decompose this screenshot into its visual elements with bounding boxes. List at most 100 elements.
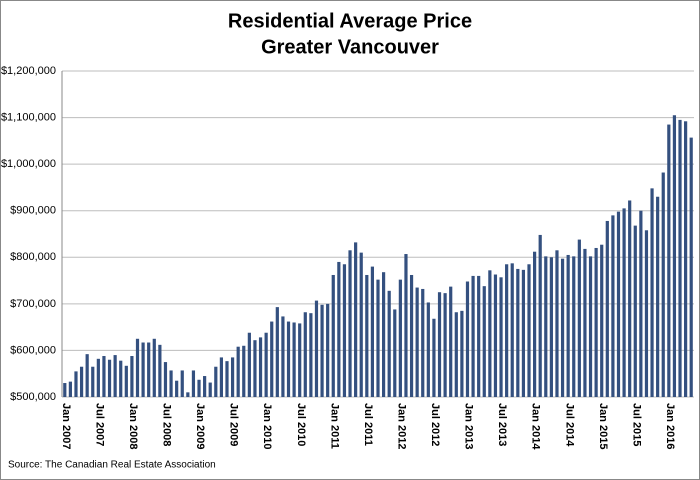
bar <box>370 266 375 397</box>
bar <box>275 307 279 397</box>
bar <box>583 248 587 397</box>
x-tick-label: Jan 2014 <box>530 403 542 450</box>
bar <box>258 337 263 397</box>
bar <box>119 360 123 397</box>
bar <box>622 208 626 397</box>
bar <box>130 356 134 397</box>
bar <box>650 188 654 397</box>
bar <box>68 381 72 397</box>
bar <box>672 115 677 397</box>
bar <box>175 380 179 397</box>
chart-title: Residential Average Price <box>228 10 472 32</box>
x-tick-label: Jan 2011 <box>328 403 340 449</box>
bar <box>454 312 458 397</box>
bar <box>264 332 268 397</box>
bar <box>270 321 274 397</box>
bar <box>415 287 419 397</box>
bar <box>219 357 223 397</box>
bar <box>633 225 637 397</box>
bar <box>337 261 341 397</box>
bar <box>432 318 436 397</box>
x-tick-label: Jul 2010 <box>295 403 307 446</box>
bar <box>354 242 358 397</box>
bar <box>326 303 330 397</box>
bar <box>96 358 100 397</box>
bar <box>298 323 302 397</box>
bar <box>365 274 369 397</box>
x-tick-label: Jan 2009 <box>194 403 206 449</box>
bar <box>605 220 609 397</box>
bar <box>135 338 140 397</box>
bar <box>320 304 324 397</box>
bar <box>214 366 218 397</box>
bar <box>493 274 498 397</box>
bar <box>281 316 285 397</box>
bar <box>180 370 184 397</box>
y-tick-label: $600,000 <box>10 344 56 356</box>
bar <box>147 342 151 397</box>
x-tick-label: Jan 2010 <box>261 403 273 449</box>
bar <box>409 274 414 397</box>
x-tick-label: Jul 2007 <box>93 403 105 446</box>
bar <box>393 309 397 397</box>
y-tick-label: $900,000 <box>10 205 56 217</box>
source-note: Source: The Canadian Real Estate Associa… <box>8 460 216 471</box>
bar <box>404 254 408 397</box>
bar <box>499 277 503 397</box>
bar <box>186 392 190 397</box>
bar <box>667 124 671 398</box>
bar <box>63 383 67 397</box>
bar <box>197 379 201 397</box>
bar <box>191 370 196 397</box>
bar <box>644 230 649 397</box>
y-tick-label: $1,100,000 <box>1 111 56 123</box>
bar <box>342 264 347 397</box>
bar <box>421 288 425 397</box>
bar <box>521 269 526 397</box>
bar <box>600 244 604 397</box>
bar <box>426 302 430 397</box>
bar <box>661 172 665 397</box>
bar <box>107 359 112 397</box>
x-tick-label: Jan 2015 <box>597 403 609 449</box>
bar <box>437 292 442 397</box>
bar <box>505 264 509 397</box>
bar <box>560 258 565 397</box>
bar <box>303 312 307 397</box>
bar <box>678 119 682 398</box>
bar <box>359 252 363 397</box>
x-tick-label: Jul 2009 <box>228 403 240 446</box>
bar <box>465 281 470 397</box>
bar <box>460 310 464 397</box>
bar <box>594 247 598 397</box>
bar <box>286 321 291 397</box>
bar <box>152 338 156 397</box>
x-tick-label: Jul 2013 <box>496 403 508 446</box>
bar <box>74 371 78 397</box>
bar <box>376 279 380 397</box>
bar <box>477 275 481 397</box>
x-tick-label: Jul 2012 <box>429 403 441 446</box>
bar <box>510 263 514 397</box>
x-tick-label: Jan 2008 <box>127 403 139 449</box>
bar <box>533 251 537 397</box>
bar <box>555 250 559 397</box>
bar <box>102 356 106 397</box>
bar <box>85 354 89 397</box>
bar <box>208 382 212 397</box>
bar <box>387 290 391 397</box>
bar <box>577 239 581 397</box>
bar <box>549 257 553 397</box>
x-tick-label: Jul 2015 <box>630 403 642 446</box>
y-tick-label: $1,200,000 <box>1 65 56 77</box>
bar <box>163 362 168 397</box>
bar <box>292 322 296 397</box>
bar <box>639 210 643 397</box>
bar <box>544 256 548 397</box>
bar <box>488 270 492 397</box>
bar <box>141 342 145 397</box>
bar <box>79 366 84 397</box>
bar <box>348 250 352 397</box>
